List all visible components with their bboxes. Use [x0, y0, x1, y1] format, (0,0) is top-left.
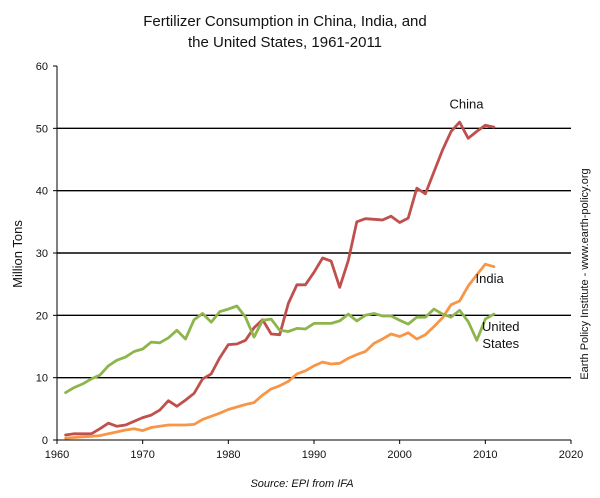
y-tick-label-40: 40 — [36, 186, 48, 198]
gridlines — [57, 127, 571, 379]
y-tick-label-60: 60 — [36, 61, 48, 73]
y-tick-label-10: 10 — [36, 373, 48, 385]
y-tick-label-50: 50 — [36, 123, 48, 135]
publisher-note: Earth Policy Institute - www.earth-polic… — [579, 168, 591, 379]
series-label-united-states-line-2: States — [482, 336, 519, 351]
series-label-united-states-line-1: United — [482, 319, 520, 334]
x-tick-label-1980: 1980 — [216, 449, 240, 461]
series-label-united-states: United States — [482, 319, 520, 351]
chart-title-line-1: Fertilizer Consumption in China, India, … — [143, 13, 426, 30]
y-axis-label: Million Tons — [10, 220, 25, 288]
series-line-united-states — [64, 304, 496, 395]
x-tick-label-2010: 2010 — [473, 449, 497, 461]
series-line-india — [64, 262, 496, 440]
source-note: Source: EPI from IFA — [250, 478, 353, 490]
series-label-india-line-1: India — [476, 271, 505, 286]
series-label-india: India — [476, 271, 505, 286]
x-tick-label-1970: 1970 — [130, 449, 154, 461]
y-tick-label-30: 30 — [36, 248, 48, 260]
series-labels: China India United States — [450, 96, 520, 351]
x-tick-label-1960: 1960 — [45, 449, 69, 461]
x-tick-label-1990: 1990 — [302, 449, 326, 461]
y-tick-label-0: 0 — [42, 435, 48, 447]
x-tick-label-2020: 2020 — [559, 449, 583, 461]
chart-title-line-2: the United States, 1961-2011 — [188, 34, 382, 51]
series-lines — [64, 120, 496, 440]
x-tick-label-2000: 2000 — [387, 449, 411, 461]
series-label-china-line-1: China — [450, 96, 485, 111]
series-label-china: China — [450, 96, 485, 111]
tick-labels: 0 10 20 30 40 50 60 1960 1970 1980 1990 2000 2010 202… — [36, 61, 583, 461]
axes — [53, 65, 572, 444]
series-line-china — [64, 120, 496, 437]
y-tick-label-20: 20 — [36, 310, 48, 322]
